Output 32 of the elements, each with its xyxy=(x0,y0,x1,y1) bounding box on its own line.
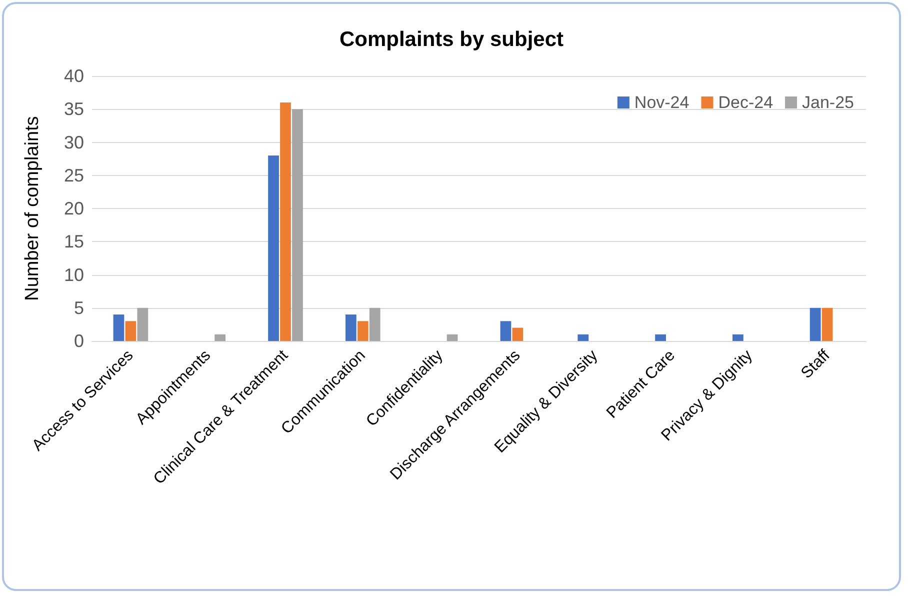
bar xyxy=(810,308,821,341)
legend-label: Nov-24 xyxy=(634,93,690,112)
bar xyxy=(214,334,226,341)
bar xyxy=(125,321,136,341)
y-tick-label: 20 xyxy=(64,198,84,218)
legend-label: Dec-24 xyxy=(718,93,774,112)
bar xyxy=(500,321,512,341)
bar xyxy=(268,156,279,341)
bar xyxy=(280,102,291,341)
y-tick-label: 35 xyxy=(64,99,84,120)
bar xyxy=(357,321,368,341)
y-tick-label: 10 xyxy=(64,264,84,285)
legend-label: Jan-25 xyxy=(802,93,854,112)
y-tick-label: 15 xyxy=(64,232,84,252)
bar xyxy=(512,328,524,341)
y-axis-title: Number of complaints xyxy=(22,116,43,301)
y-tick-label: 30 xyxy=(64,132,84,152)
bar xyxy=(822,308,833,341)
bar xyxy=(137,308,148,341)
chart-title: Complaints by subject xyxy=(339,28,564,51)
y-tick-label: 5 xyxy=(74,298,84,318)
bar xyxy=(369,308,380,341)
y-tick-label: 40 xyxy=(64,66,84,86)
bar xyxy=(732,334,744,341)
bar xyxy=(578,334,589,341)
bar xyxy=(292,109,303,341)
bar xyxy=(446,334,458,341)
y-tick-label: 0 xyxy=(74,331,84,351)
bar xyxy=(655,334,666,341)
y-tick-label: 25 xyxy=(64,165,84,186)
bar xyxy=(113,314,124,341)
bar xyxy=(345,314,356,341)
